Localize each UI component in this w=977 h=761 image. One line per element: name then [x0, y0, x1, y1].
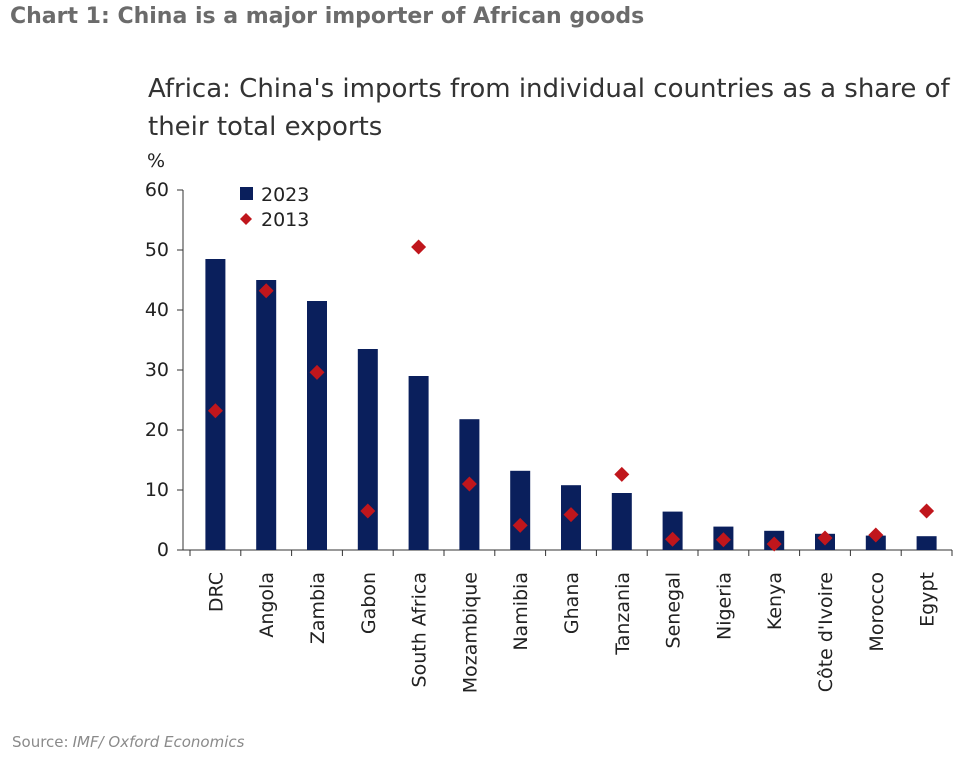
y-axis-unit-label: % — [147, 150, 165, 172]
category-label-tanzania: Tanzania — [612, 572, 634, 656]
bar-angola — [256, 280, 277, 550]
marker-drc — [207, 403, 223, 419]
category-label-namibia: Namibia — [510, 572, 532, 651]
category-label-zambia: Zambia — [307, 572, 329, 644]
bar-south-africa — [408, 376, 429, 550]
bar-namibia — [510, 470, 531, 550]
category-label-mozambique: Mozambique — [459, 572, 481, 693]
category-label-ghana: Ghana — [561, 572, 583, 634]
legend-swatch-2023 — [240, 187, 253, 200]
category-label-egypt: Egypt — [917, 572, 939, 627]
category-label-kenya: Kenya — [764, 572, 786, 630]
y-tick-label: 0 — [157, 539, 169, 561]
chart-heading: Chart 1: China is a major importer of Af… — [10, 4, 645, 29]
marker-egypt — [919, 503, 935, 519]
y-tick-label: 60 — [145, 179, 169, 201]
category-label-south-africa: South Africa — [409, 572, 431, 687]
marker-kenya — [766, 536, 782, 552]
bar-morocco — [865, 535, 886, 550]
marker-senegal — [665, 531, 681, 547]
bar-tanzania — [611, 493, 632, 550]
marker-morocco — [868, 527, 884, 543]
source-label: Source: — [12, 733, 69, 751]
category-label-morocco: Morocco — [866, 572, 888, 652]
marker-gabon — [360, 503, 376, 519]
category-label-cote-d-ivoire: Côte d'Ivoire — [815, 572, 837, 692]
legend-label-2013: 2013 — [261, 209, 309, 231]
marker-nigeria — [715, 532, 731, 548]
marker-zambia — [309, 364, 325, 380]
y-tick-label: 40 — [145, 299, 169, 321]
source-note: Source: IMF/ Oxford Economics — [12, 733, 244, 751]
category-labels: DRC Angola Zambia Gabon South Africa Mozambiq… — [205, 572, 938, 693]
marker-angola — [258, 283, 274, 299]
category-label-gabon: Gabon — [358, 572, 380, 634]
y-tick-label: 20 — [145, 419, 169, 441]
source-text: IMF/ Oxford Economics — [72, 733, 245, 751]
bars-2023 — [205, 259, 937, 550]
bar-gabon — [357, 349, 378, 550]
chart-title: Africa: China's imports from individual … — [148, 74, 950, 142]
marker-south-africa — [411, 239, 427, 255]
bar-zambia — [307, 301, 327, 550]
markers-2013 — [207, 239, 935, 552]
marker-tanzania — [614, 466, 630, 482]
category-label-drc: DRC — [205, 572, 227, 612]
category-label-nigeria: Nigeria — [713, 572, 735, 640]
category-label-senegal: Senegal — [663, 572, 685, 648]
y-tick-label: 10 — [145, 479, 169, 501]
y-tick-label: 50 — [145, 239, 169, 261]
marker-mozambique — [461, 476, 477, 492]
marker-cote-d-ivoire — [817, 530, 833, 546]
category-label-angola: Angola — [256, 572, 278, 638]
y-tick-label: 30 — [145, 359, 169, 381]
legend-marker-2013 — [240, 213, 252, 225]
legend-label-2023: 2023 — [261, 184, 309, 206]
bar-egypt — [916, 536, 937, 550]
chart-legend: 2023 2013 — [240, 184, 309, 231]
marker-ghana — [563, 507, 579, 523]
marker-namibia — [512, 517, 528, 533]
